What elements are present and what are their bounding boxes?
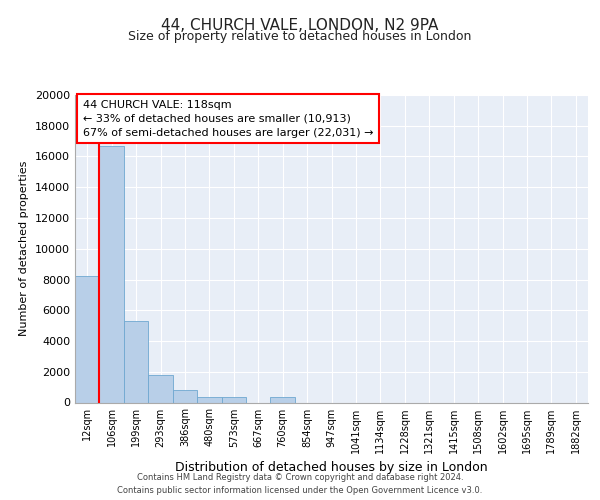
Bar	[197, 398, 221, 402]
Text: Contains HM Land Registry data © Crown copyright and database right 2024.
Contai: Contains HM Land Registry data © Crown c…	[118, 474, 482, 495]
Bar	[124, 321, 148, 402]
X-axis label: Distribution of detached houses by size in London: Distribution of detached houses by size …	[175, 461, 488, 474]
Bar	[173, 390, 197, 402]
Text: 44 CHURCH VALE: 118sqm
← 33% of detached houses are smaller (10,913)
67% of semi: 44 CHURCH VALE: 118sqm ← 33% of detached…	[83, 100, 373, 138]
Text: Size of property relative to detached houses in London: Size of property relative to detached ho…	[128, 30, 472, 43]
Bar	[221, 397, 246, 402]
Text: 44, CHURCH VALE, LONDON, N2 9PA: 44, CHURCH VALE, LONDON, N2 9PA	[161, 18, 439, 32]
Bar	[271, 397, 295, 402]
Bar	[148, 375, 173, 402]
Bar	[75, 276, 100, 402]
Bar	[100, 146, 124, 402]
Y-axis label: Number of detached properties: Number of detached properties	[19, 161, 29, 336]
